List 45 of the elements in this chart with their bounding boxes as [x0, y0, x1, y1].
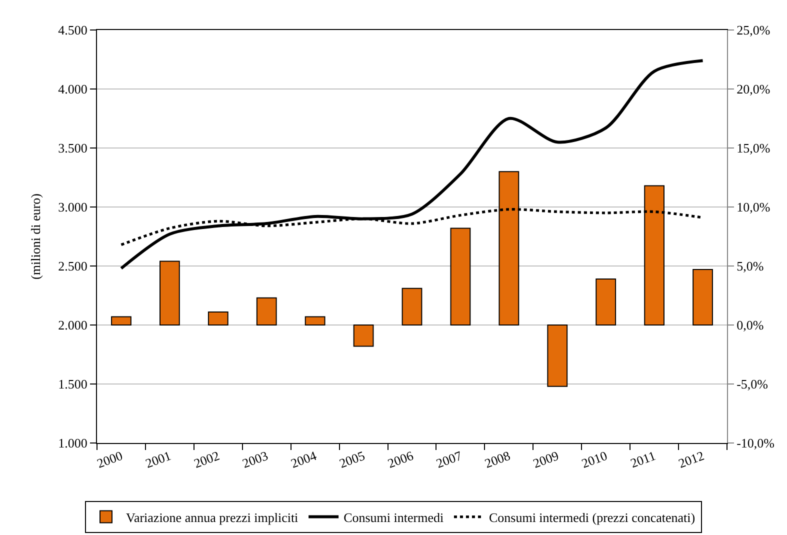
bar — [304, 316, 326, 326]
x-tick-label: 2005 — [337, 448, 367, 471]
bar — [208, 312, 228, 326]
y-tick-label: 1.000 — [58, 436, 88, 451]
x-tick-label: 2007 — [434, 448, 464, 471]
y2-tick-label: 25,0% — [736, 22, 770, 38]
legend-label: Consumi intermedi — [344, 510, 444, 525]
x-tick-label: 2012 — [676, 448, 706, 471]
bar — [596, 278, 616, 326]
bar — [353, 324, 374, 347]
bar — [160, 260, 180, 326]
x-tick-label: 2010 — [580, 448, 610, 471]
y-tick-label: 2.500 — [58, 258, 88, 274]
x-tick-label: 2003 — [240, 448, 270, 471]
y2-tick-label: 0,0% — [736, 318, 764, 333]
x-tick-label: 2009 — [531, 448, 561, 471]
y2-tick-label: 10,0% — [736, 200, 770, 215]
y2-tick-label: 5,0% — [736, 258, 764, 274]
y-tick-label: 2.000 — [58, 318, 88, 333]
x-tick-label: 2002 — [192, 448, 222, 471]
x-tick-label: 2008 — [482, 448, 512, 471]
bar — [450, 228, 471, 326]
x-tick-label: 2006 — [386, 448, 416, 471]
x-tick-label: 2000 — [94, 448, 124, 471]
bar — [692, 269, 713, 326]
x-tick-label: 2011 — [628, 448, 658, 471]
y-tick-label: 1.500 — [58, 376, 88, 392]
y-axis-title: (milioni di euro) — [28, 194, 44, 280]
legend-label: Consumi intermedi (prezzi concatenati) — [488, 510, 696, 525]
x-tick-label: 2001 — [143, 448, 173, 471]
y2-tick-label: 15,0% — [736, 140, 770, 156]
bar — [111, 316, 132, 326]
y2-tick-label: -10,0% — [736, 436, 775, 451]
bar — [547, 324, 568, 387]
x-tick-label: 2004 — [288, 448, 319, 471]
bar — [402, 288, 422, 326]
y-tick-label: 4.000 — [58, 82, 88, 97]
legend-label: Variazione annua prezzi impliciti — [126, 510, 299, 525]
y-tick-label: 3.500 — [58, 140, 88, 156]
y-tick-label: 4.500 — [58, 22, 88, 38]
y2-tick-label: -5,0% — [736, 376, 768, 392]
y-tick-label: 3.000 — [58, 200, 88, 215]
bar — [256, 297, 277, 326]
line-series — [120, 59, 704, 270]
y2-tick-label: 20,0% — [736, 82, 770, 97]
